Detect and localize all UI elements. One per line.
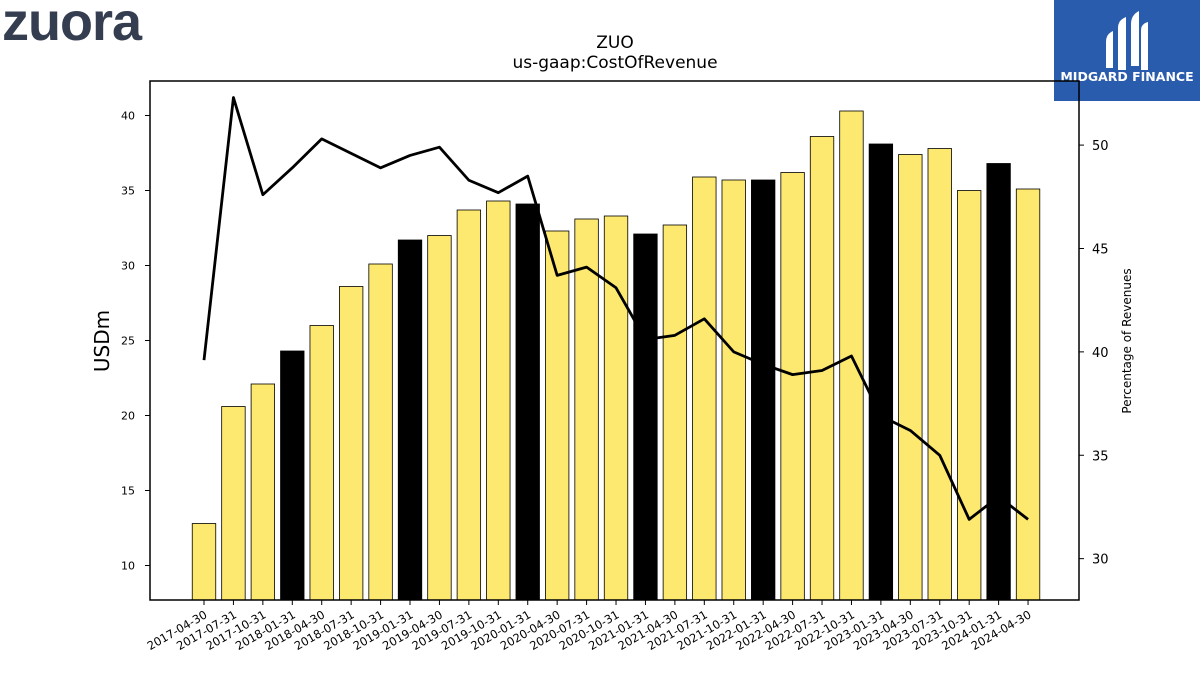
y-tick-label: 20 xyxy=(121,410,135,423)
chart-title: ZUO xyxy=(596,33,633,53)
axes-layer: 1015202530354030354045502017-04-302017-0… xyxy=(121,80,1109,653)
bar-2017-04-30 xyxy=(191,523,217,601)
bar-2022-04-30 xyxy=(780,172,805,601)
bar-2019-10-31 xyxy=(486,200,511,601)
bar-2023-10-31 xyxy=(957,190,982,601)
line-layer xyxy=(202,96,1029,521)
y-tick-label: 35 xyxy=(121,185,135,198)
midgard-m-icon xyxy=(1106,11,1148,70)
y2-tick-label: 40 xyxy=(1092,346,1109,361)
y-tick-label: 10 xyxy=(121,560,135,573)
y2-tick-label: 30 xyxy=(1092,553,1109,568)
bar-2023-07-31 xyxy=(927,148,952,601)
bar-2018-07-31 xyxy=(338,286,364,601)
y2-tick-label: 50 xyxy=(1092,139,1109,154)
percentage-of-revenues-line xyxy=(202,96,1029,521)
bar-2020-01-31 xyxy=(515,203,540,601)
y2-axis-label: Percentage of Revenues xyxy=(1120,268,1134,413)
bar-2020-04-30 xyxy=(545,230,570,601)
bar-2018-10-31 xyxy=(368,263,393,601)
bar-2020-07-31 xyxy=(574,218,599,601)
bar-2017-07-31 xyxy=(221,406,246,601)
y-tick-label: 15 xyxy=(121,485,135,498)
bar-2021-04-30 xyxy=(662,224,688,601)
bar-2019-04-30 xyxy=(427,235,452,601)
bar-2023-04-30 xyxy=(898,154,923,601)
bar-2024-04-30 xyxy=(1015,188,1041,601)
zuora-logo: zuora xyxy=(2,0,143,52)
brand-name: MIDGARD FINANCE xyxy=(1060,69,1193,84)
y-axis-label: USDm xyxy=(90,310,114,372)
bar-2018-04-30 xyxy=(309,325,334,601)
bar-2017-10-31 xyxy=(250,383,276,601)
brand-block: MIDGARD FINANCE xyxy=(1054,0,1200,101)
y-tick-label: 40 xyxy=(121,110,135,123)
y-tick-label: 25 xyxy=(121,335,135,348)
bar-2022-07-31 xyxy=(809,136,835,601)
bar-2020-10-31 xyxy=(603,215,629,601)
chart-subtitle: us-gaap:CostOfRevenue xyxy=(512,53,717,73)
bar-2019-07-31 xyxy=(456,209,482,601)
bar-2019-01-31 xyxy=(397,239,423,601)
bar-2022-01-31 xyxy=(751,179,776,601)
bar-2021-10-31 xyxy=(721,179,746,601)
brand-background xyxy=(1054,0,1200,101)
bar-2021-07-31 xyxy=(692,176,717,601)
bar-2024-01-31 xyxy=(986,163,1011,601)
y2-tick-label: 35 xyxy=(1092,449,1109,464)
y-tick-label: 30 xyxy=(121,260,135,273)
bar-2023-01-31 xyxy=(868,143,894,601)
bar-2021-01-31 xyxy=(633,233,658,601)
y2-tick-label: 45 xyxy=(1092,242,1109,257)
bars-layer xyxy=(191,110,1041,601)
bar-2018-01-31 xyxy=(280,350,305,601)
